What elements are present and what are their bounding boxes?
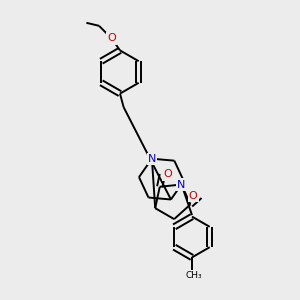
Text: O: O xyxy=(189,191,197,201)
Text: O: O xyxy=(107,33,116,43)
Text: CH₃: CH₃ xyxy=(185,271,202,280)
Text: N: N xyxy=(148,154,156,164)
Text: O: O xyxy=(164,169,172,179)
Text: N: N xyxy=(177,179,186,190)
